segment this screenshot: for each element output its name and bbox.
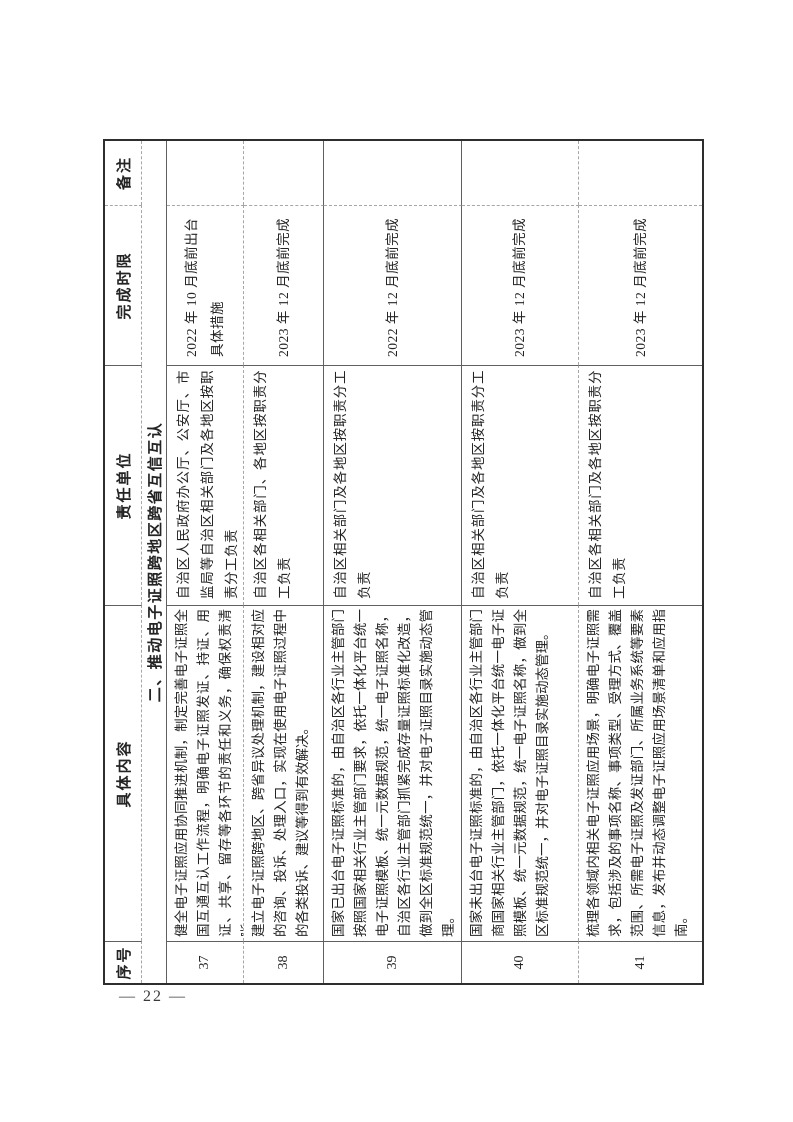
row-38-seq-cell: 38 (244, 941, 324, 983)
page-number: — 22 — (119, 988, 187, 1005)
action-items-table: 序号 具体内容 责任单位 完成时限 备注 二、推动电子证照跨地区跨省互信互认 3… (103, 139, 704, 985)
row-41-deadline-cell: 2023 年 12 月底前完成 (579, 205, 702, 365)
row-39-deadline-cell: 2022 年 12 月底前完成 (324, 205, 462, 365)
row-37-seq-cell: 37 (167, 941, 244, 983)
row-41-unit-cell: 自治区各相关部门及各地区按职责分工负责 (579, 365, 702, 605)
row-40-remark-cell (462, 141, 579, 205)
row-40-seq-cell: 40 (462, 941, 579, 983)
row-37-unit-cell: 自治区人民政府办公厅、公安厅、市监局等自治区相关部门及各地区按职责分工负责 (167, 365, 244, 605)
row-37-remark-cell (167, 141, 244, 205)
row-37-content-cell: 健全电子证照应用协同推进机制，制定完善电子证照全国互通互认工作流程，明确电子证照… (167, 605, 244, 941)
header-deadline: 完成时限 (105, 205, 142, 365)
row-40-deadline-cell: 2023 年 12 月底前完成 (462, 205, 579, 365)
section-title: 二、推动电子证照跨地区跨省互信互认 (142, 141, 167, 983)
header-seq: 序号 (105, 941, 142, 983)
header-content: 具体内容 (105, 605, 142, 941)
row-40-content-cell: 国家未出台电子证照标准的，由自治区各行业主管部门商国家相关行业主管部门，依托一体… (462, 605, 579, 941)
row-39-unit-cell: 自治区相关部门及各地区按职责分工负责 (324, 365, 462, 605)
row-39-seq-cell: 39 (324, 941, 462, 983)
row-38-remark-cell (244, 141, 324, 205)
row-38-deadline-cell: 2023 年 12 月底前完成 (244, 205, 324, 365)
row-40-unit-cell: 自治区相关部门及各地区按职责分工负责 (462, 365, 579, 605)
row-39-content-cell: 国家已出台电子证照标准的，由自治区各行业主管部门按照国家相关行业主管部门要求，依… (324, 605, 462, 941)
row-41-seq-cell: 41 (579, 941, 702, 983)
row-41-content-cell: 梳理各领域内相关电子证照应用场景，明确电子证照需求，包括涉及的事项名称、事项类型… (579, 605, 702, 941)
row-38-content-cell: 建立电子证照跨地区、跨省异议处理机制，建设相对应的咨询、投诉、处理入口，实现在使… (244, 605, 324, 941)
row-41-remark-cell (579, 141, 702, 205)
row-37-deadline-cell: 2022 年 10 月底前出台具体措施 (167, 205, 244, 365)
header-remark: 备注 (105, 141, 142, 205)
row-39-remark-cell (324, 141, 462, 205)
row-38-unit-cell: 自治区各相关部门、各地区按职责分工负责 (244, 365, 324, 605)
header-unit: 责任单位 (105, 365, 142, 605)
